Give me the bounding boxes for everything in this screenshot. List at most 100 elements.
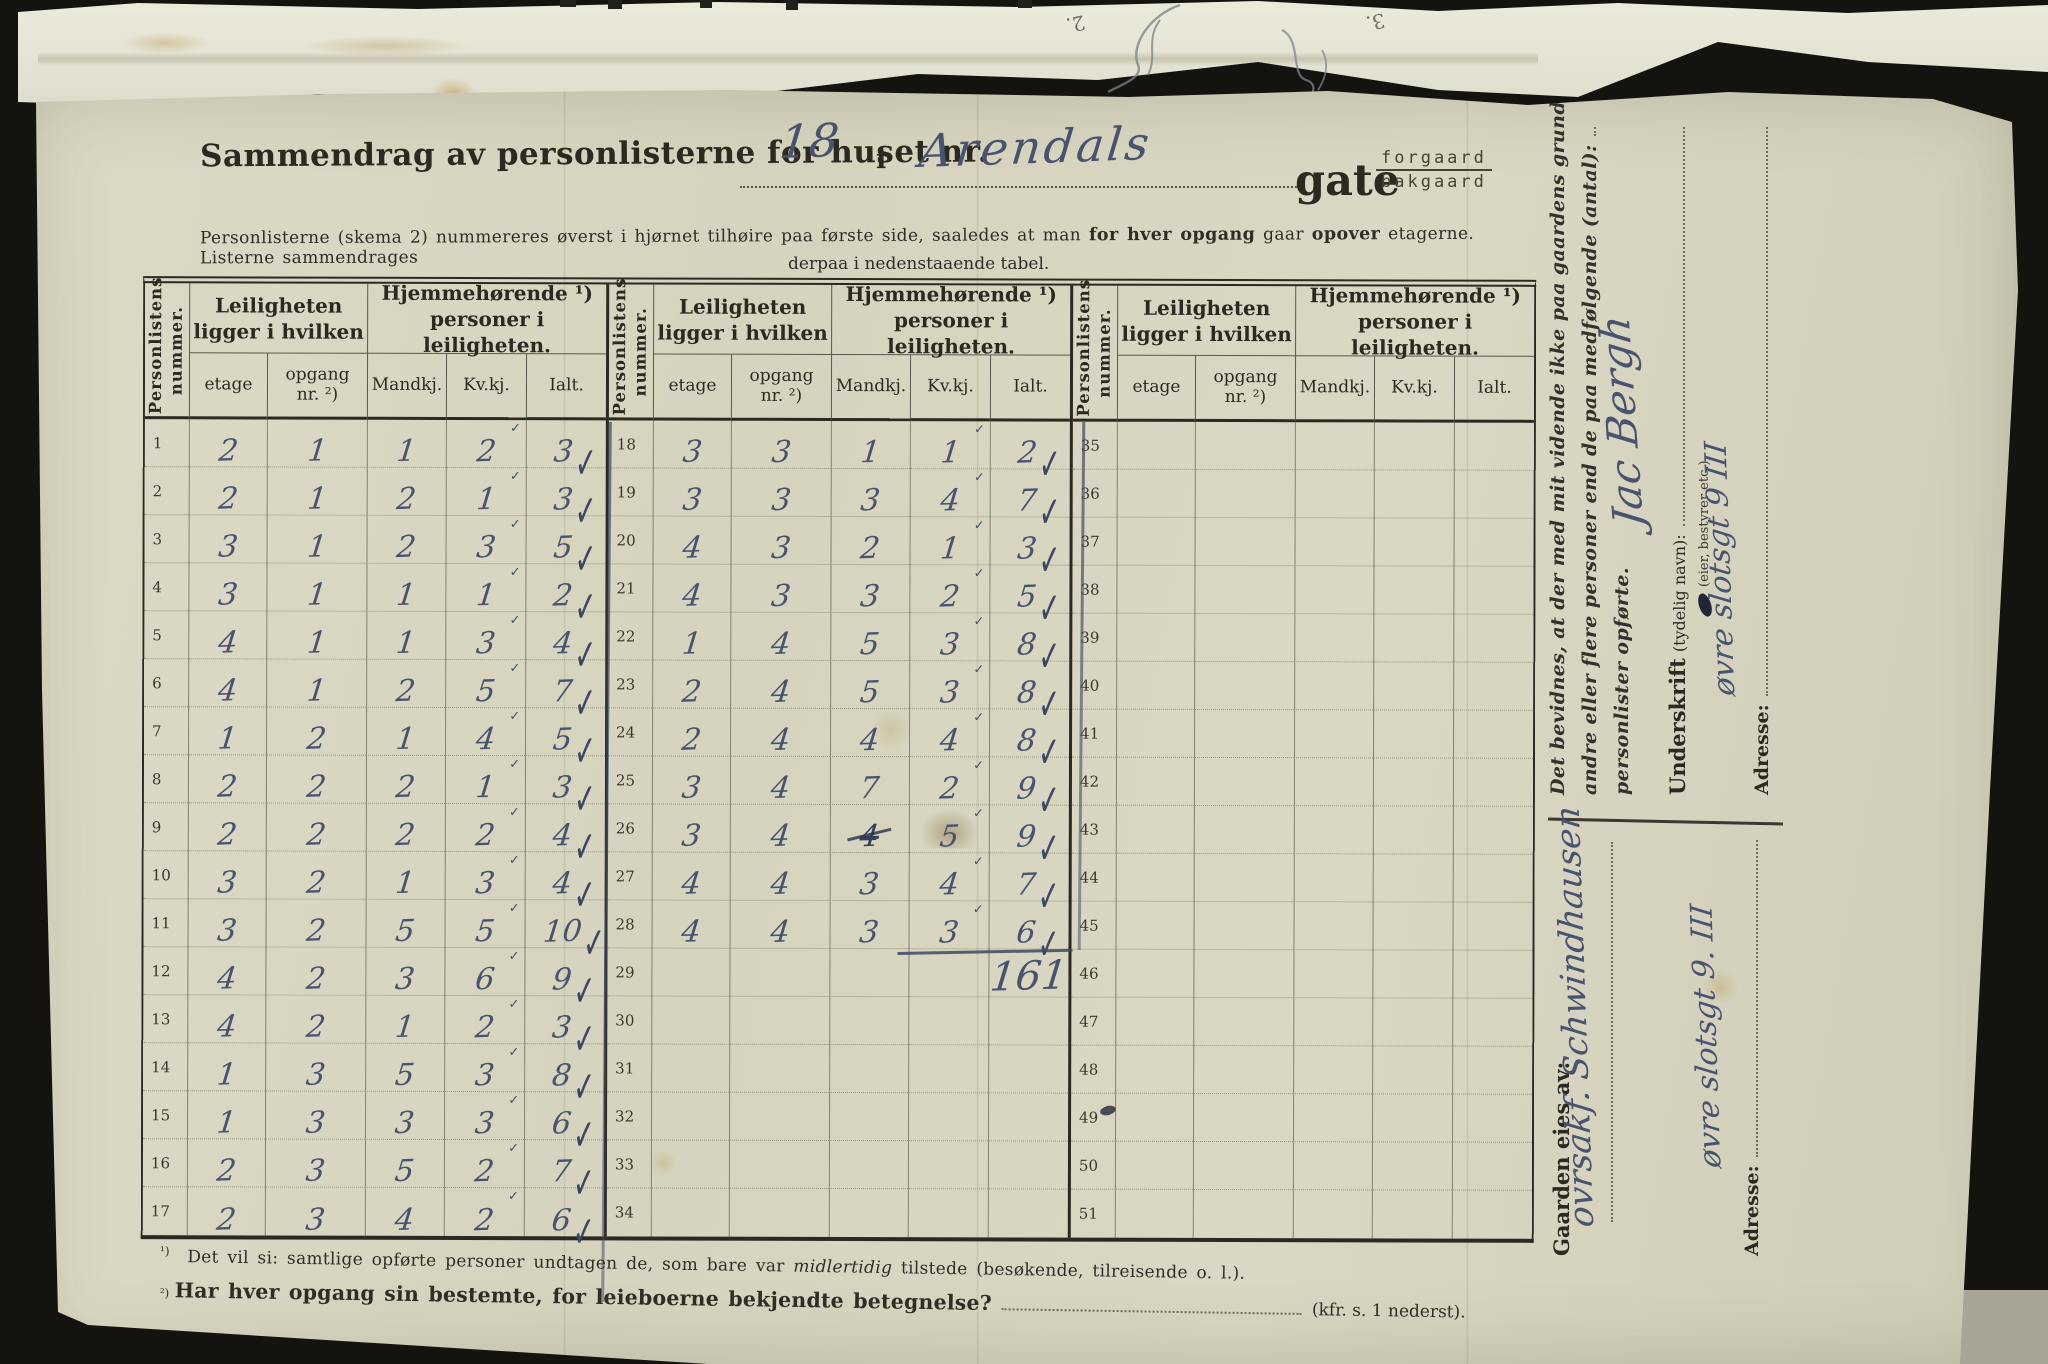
cell-row40-etage (1116, 661, 1195, 710)
row-number: 18 (608, 420, 653, 469)
cell-row51-opgang (1192, 1189, 1293, 1239)
check-mark-small: ✓ (507, 1189, 519, 1205)
column-header-mandkj: Mandkj. (366, 353, 447, 420)
cell-row21-etage: 4 (652, 564, 731, 613)
ink-mark (786, 0, 798, 10)
cell-row30-ialt (988, 997, 1069, 1046)
cell-row17-mandkj: 4 (364, 1187, 444, 1238)
cell-row49-mandkj (1292, 1094, 1373, 1143)
cell-row18-ialt: 2 ✓ (989, 421, 1070, 491)
cell-row45-kvkj (1372, 902, 1453, 951)
cell-row29-ialt: 161 (988, 949, 1070, 1001)
cell-row48-ialt (1452, 1046, 1533, 1095)
cell-row48-opgang (1193, 1045, 1294, 1095)
cell-row11-ialt: 10 ✓ (524, 900, 605, 970)
house-number-handwritten: 18 (777, 112, 842, 170)
row-number: 29 (607, 948, 652, 997)
cell-row38-ialt (1453, 566, 1534, 615)
cell-row7-mandkj: 1 (366, 707, 446, 757)
cell-row1-opgang: 1 (266, 419, 367, 468)
cell-row14-mandkj: 5 (365, 1043, 445, 1093)
cell-row8-opgang: 2 (265, 755, 367, 804)
cell-row46-etage (1115, 949, 1194, 998)
cell-row23-opgang: 4 (730, 660, 831, 710)
cell-row16-opgang: 3 (264, 1139, 366, 1188)
cell-row40-kvkj (1373, 662, 1454, 711)
address-handwritten: øvre slotsgt 9 III (1698, 440, 1743, 698)
row-number: 26 (607, 804, 652, 853)
cell-row41-ialt (1453, 710, 1534, 759)
row-number: 2 (144, 467, 189, 516)
cell-row2-opgang: 1 (266, 467, 367, 516)
cell-row39-kvkj (1373, 614, 1454, 663)
check-mark-small: ✓ (973, 758, 985, 774)
cell-row22-ialt: 8 ✓ (989, 613, 1070, 683)
cell-row10-etage: 3 (187, 851, 266, 900)
column-group-hjemmehorende: Hjemmehørende ¹) personer i leiligheten. (367, 280, 607, 357)
paper-crease (1466, 90, 1469, 1364)
paper-stain (868, 710, 914, 750)
cell-row42-etage (1115, 757, 1195, 806)
cell-row25-etage: 3 (651, 756, 731, 805)
cell-row42-kvkj (1372, 758, 1454, 807)
cell-row19-etage: 3 (652, 468, 731, 517)
owner-address-row: Adresse: (1741, 840, 1763, 1256)
cell-row15-mandkj: 3 (365, 1091, 445, 1141)
column-header-opgang: opgang nr. ²) (730, 354, 832, 421)
cell-row3-mandkj: 2 (366, 515, 446, 565)
cell-row2-kvkj: 1 ✓ (445, 467, 526, 517)
address-label: Adresse: (1751, 704, 1773, 795)
ink-mark (560, 0, 576, 7)
row-number: 34 (614, 1203, 634, 1222)
dotted-line (1593, 127, 1596, 137)
cell-row1-etage: 2 (188, 419, 267, 468)
cell-row42-opgang (1193, 757, 1295, 807)
row-number: 47 (1071, 997, 1116, 1046)
cell-row26-opgang: 4 (729, 804, 830, 854)
certification-block: Det bevidnes, at der med mit vidende ikk… (1545, 90, 1795, 825)
row-number: 15 (143, 1091, 188, 1140)
cell-row20-etage: 4 (652, 516, 731, 565)
cell-row35-ialt (1453, 422, 1534, 471)
cell-row10-ialt: 4 ✓ (524, 852, 605, 922)
cell-row36-kvkj (1373, 470, 1454, 519)
cell-row35-mandkj (1294, 422, 1374, 471)
cell-row38-etage (1116, 565, 1195, 614)
cell-row13-mandkj: 1 (365, 995, 445, 1045)
cell-row38-mandkj (1294, 566, 1374, 615)
row-number: 51 (1078, 1204, 1098, 1223)
cell-row11-etage: 3 (187, 899, 266, 948)
certification-line1: Det bevidnes, at der med mit vidende ikk… (1547, 56, 1569, 795)
cell-row16-mandkj: 5 (364, 1139, 445, 1189)
cell-row16-ialt: 7 ✓ (523, 1140, 605, 1210)
row-number: 5 (144, 611, 189, 660)
table-panel-2: Personlistens nummer. Leiligheten ligger i… (603, 277, 1071, 1238)
cell-row34-mandkj (828, 1188, 908, 1238)
check-mark-small: ✓ (508, 1093, 520, 1109)
cell-row38-kvkj (1373, 566, 1454, 615)
cell-row34-kvkj (907, 1189, 988, 1238)
check-mark-small: ✓ (972, 854, 984, 870)
cell-row7-ialt: 5 ✓ (525, 708, 606, 778)
cell-row9-kvkj: 2 ✓ (444, 803, 525, 853)
cell-row25-kvkj: 2 ✓ (908, 757, 990, 806)
row-number: 1 (144, 419, 189, 468)
row-number: 19 (608, 468, 653, 517)
cell-row39-ialt (1453, 614, 1534, 663)
cell-row46-kvkj (1372, 950, 1453, 999)
cell-row23-ialt: 8 ✓ (989, 661, 1070, 731)
column-header-mandkj: Mandkj. (830, 354, 911, 422)
cell-row39-mandkj (1294, 614, 1374, 663)
row-number: 20 (608, 516, 653, 565)
cell-row10-opgang: 2 (265, 851, 366, 900)
cell-row5-kvkj: 3 ✓ (445, 611, 526, 661)
cell-row1-kvkj: 2 ✓ (445, 419, 526, 469)
cell-row7-etage: 1 (188, 707, 267, 756)
cell-row8-etage: 2 (187, 755, 267, 804)
cell-row50-kvkj (1371, 1142, 1452, 1191)
cell-row11-mandkj: 5 (365, 899, 445, 949)
column-header-personlistens-nummer: Personlistens nummer. (1072, 278, 1118, 422)
certification-line3: personlister opførte. (1611, 567, 1633, 795)
column-header-kvkj: Kv.kj. (445, 353, 527, 421)
